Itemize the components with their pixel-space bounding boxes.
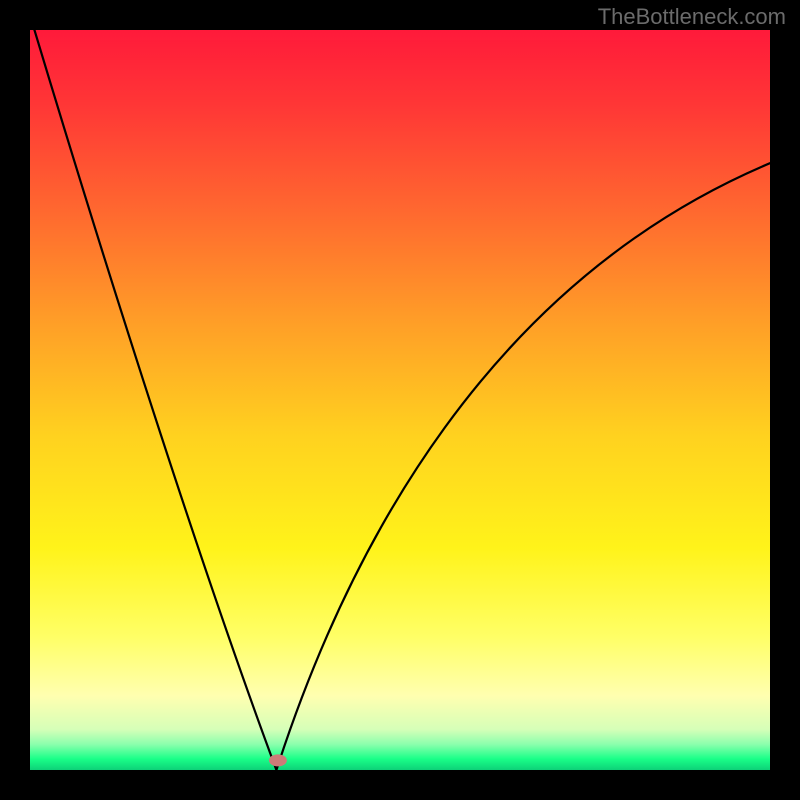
- watermark-text: TheBottleneck.com: [598, 4, 786, 30]
- optimum-marker: [269, 754, 287, 766]
- chart-svg: [0, 0, 800, 800]
- plot-background: [30, 30, 770, 770]
